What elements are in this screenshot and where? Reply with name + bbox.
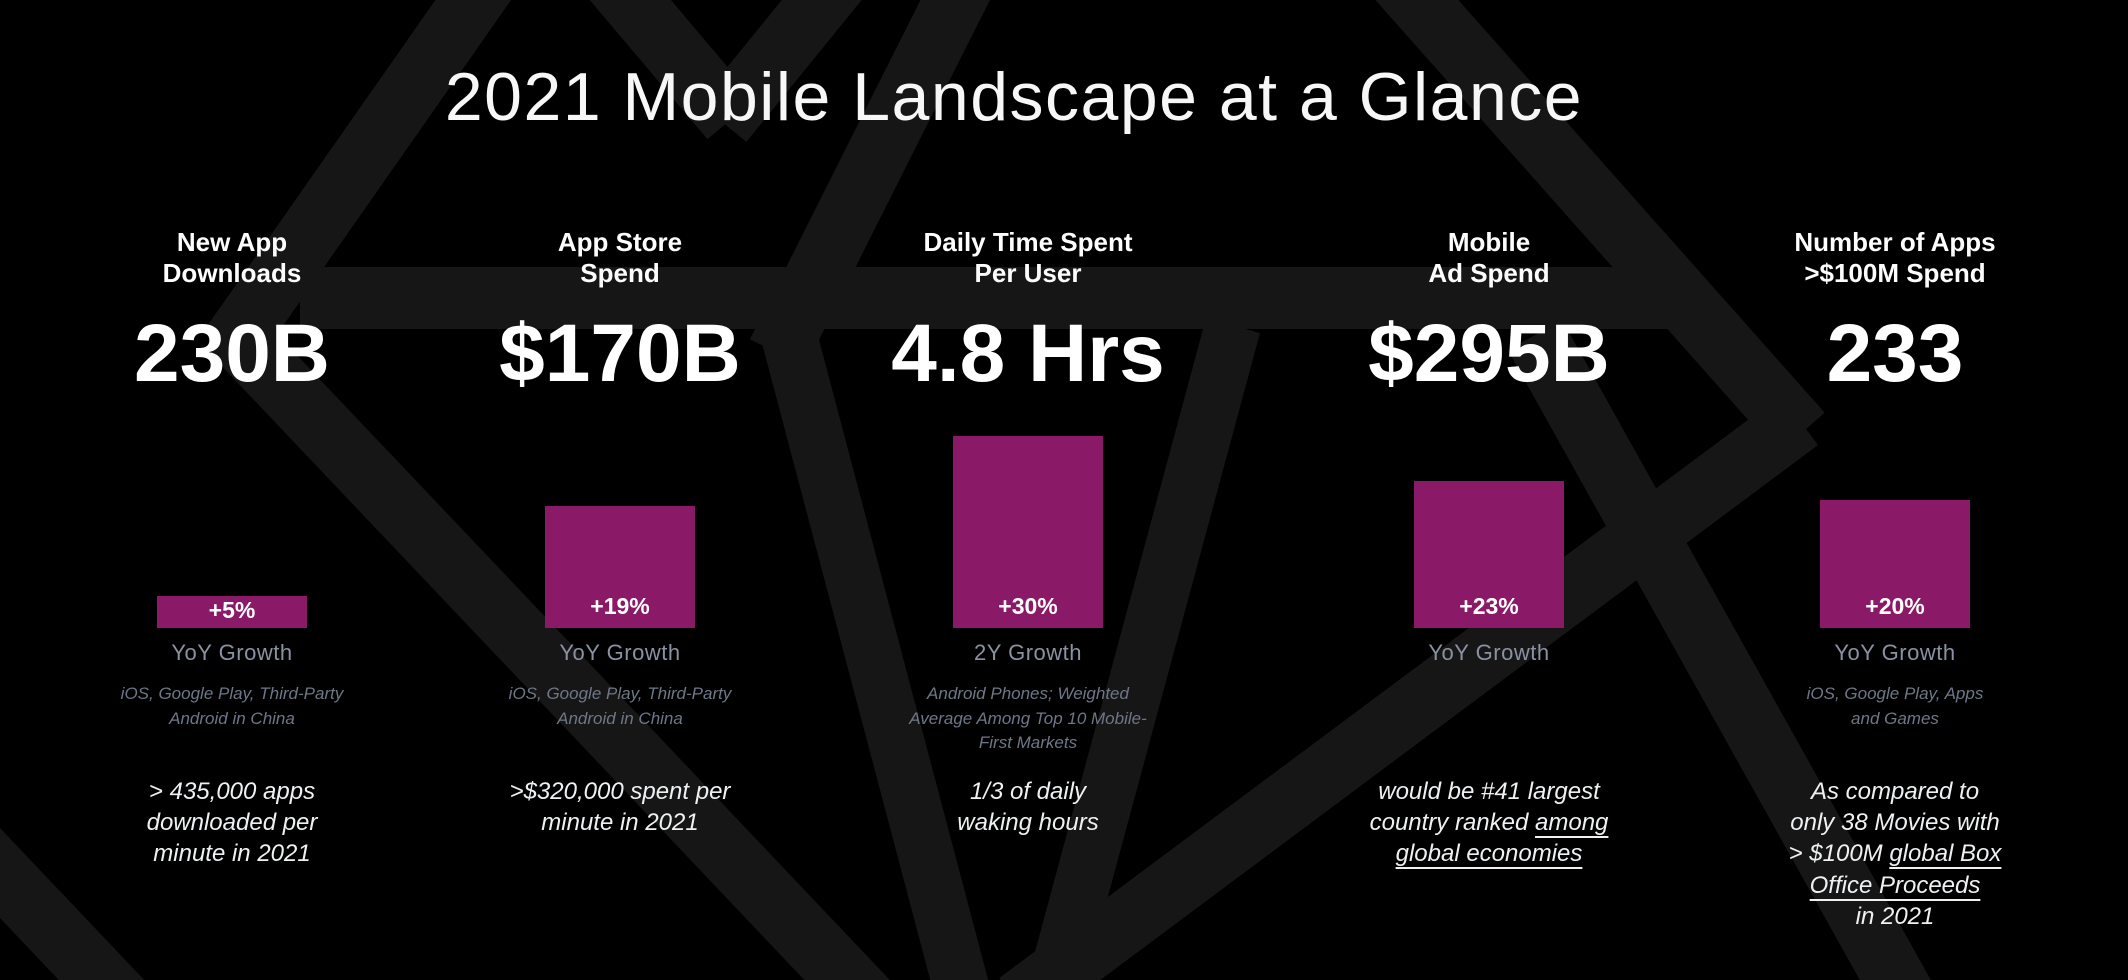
growth-percent-label: +23% [1459,593,1519,619]
note-text: in 2021 [1855,902,1935,930]
growth-period-label: YoY Growth [171,640,293,665]
metric-value: 4.8 Hrs [891,308,1165,399]
metric-column: Mobile Ad Spend $295B +23% YoY Growth wo… [1319,0,1659,980]
source-note: iOS, Google Play, Third-Party Android in… [120,684,344,728]
note-text: 1/3 of daily waking hours [957,778,1099,837]
metric-heading: Number of Apps >$100M Spend [1794,227,1996,289]
metric-column: Number of Apps >$100M Spend 233 +20% YoY… [1725,0,2065,980]
metric-column: Daily Time Spent Per User 4.8 Hrs +30% 2… [858,0,1198,980]
note-text: would be #41 largest country ranked [1369,778,1600,837]
metric-note: As compared to only 38 Movies with > $10… [1725,776,2065,932]
note-text: >$320,000 spent per minute in 2021 [509,778,731,837]
metric-note: > 435,000 apps downloaded per minute in … [62,776,402,870]
note-underlined-text: global Box Office Proceeds [1809,840,2002,899]
metric-note: >$320,000 spent per minute in 2021 [450,776,790,838]
growth-percent-label: +5% [208,597,256,623]
metric-heading: Mobile Ad Spend [1428,227,1550,289]
growth-period-label: YoY Growth [1428,640,1550,665]
growth-bar: +23% [1414,481,1564,628]
source-note: iOS, Google Play, Apps and Games [1806,684,1984,728]
metric-value: $170B [499,308,741,399]
metric-column: New App Downloads 230B +5% YoY Growth iO… [62,0,402,980]
metric-value: 233 [1826,308,1964,399]
growth-bar: +19% [545,506,695,628]
metric-heading: New App Downloads [162,227,302,289]
note-underlined-text: among global economies [1395,809,1609,868]
metric-value: 230B [133,308,331,399]
metric-note: would be #41 largest country ranked amon… [1319,776,1659,870]
growth-bar: +5% [157,596,307,628]
growth-period-label: YoY Growth [1834,640,1956,665]
source-note: iOS, Google Play, Third-Party Android in… [508,684,732,728]
growth-percent-label: +30% [998,593,1058,619]
growth-percent-label: +19% [590,593,650,619]
growth-period-label: YoY Growth [559,640,681,665]
metric-heading: App Store Spend [557,227,683,289]
metric-note: 1/3 of daily waking hours [858,776,1198,838]
note-text: > 435,000 apps downloaded per minute in … [146,778,318,868]
gem-girdle-band [300,267,1680,329]
source-note: Android Phones; Weighted Average Among T… [909,684,1147,753]
metric-column: App Store Spend $170B +19% YoY Growth iO… [450,0,790,980]
growth-bar: +20% [1820,500,1970,628]
growth-period-label: 2Y Growth [973,640,1083,665]
growth-bar: +30% [953,436,1103,628]
growth-percent-label: +20% [1865,593,1925,619]
metric-value: $295B [1368,308,1610,399]
page-title: 2021 Mobile Landscape at a Glance [444,58,1584,135]
note-text: As compared to only 38 Movies with > $10… [1788,778,2000,868]
metric-heading: Daily Time Spent Per User [923,227,1133,289]
